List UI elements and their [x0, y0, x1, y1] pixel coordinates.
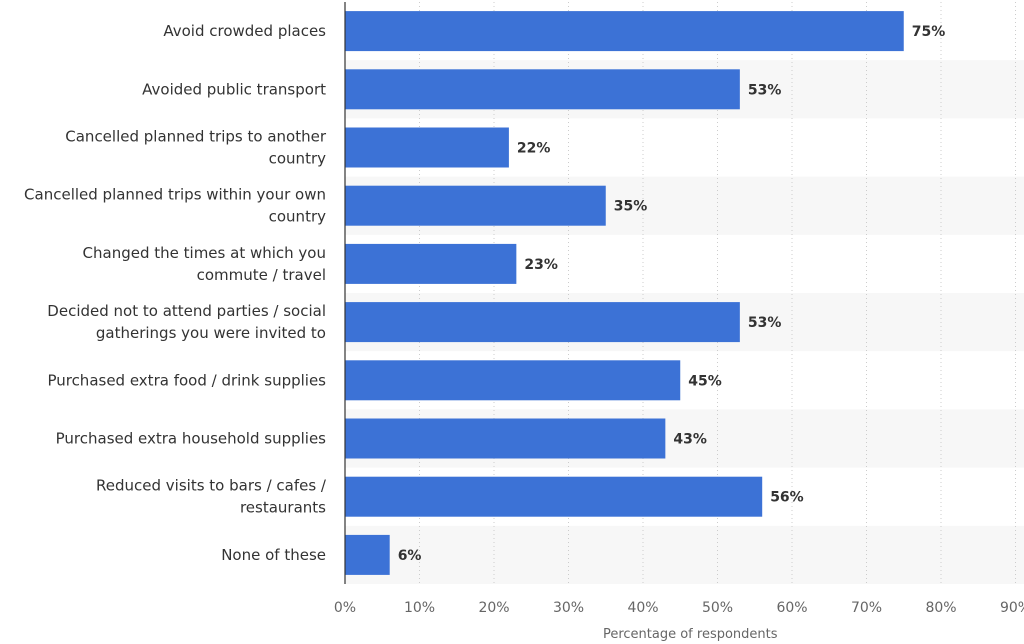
- value-label: 6%: [398, 548, 422, 564]
- x-axis-title: Percentage of respondents: [603, 627, 778, 642]
- value-label: 35%: [614, 199, 648, 215]
- row-bands: [345, 60, 1024, 584]
- category-label: Purchased extra household supplies: [56, 430, 327, 448]
- value-label: 45%: [688, 373, 722, 389]
- category-label: Cancelled planned trips within your own c…: [24, 186, 326, 226]
- bar: [345, 476, 763, 517]
- x-tick-labels: 0% 10% 20% 30% 40% 50% 60% 70% 80% 90%: [334, 600, 1024, 616]
- category-label: Reduced visits to bars / cafes / restaura…: [96, 477, 327, 517]
- bar: [345, 418, 666, 459]
- bar: [345, 127, 509, 168]
- category-label: Cancelled planned trips to another countr…: [65, 128, 327, 168]
- bar: [345, 11, 904, 52]
- x-tick-label: 90%: [1000, 600, 1024, 616]
- bar: [345, 360, 681, 401]
- row-band: [345, 525, 1024, 584]
- category-label: Avoid crowded places: [163, 22, 326, 40]
- bars: [345, 11, 904, 575]
- bar: [345, 185, 606, 226]
- bar: [345, 243, 517, 284]
- value-label: 22%: [517, 141, 551, 157]
- bar: [345, 302, 740, 343]
- category-label: Purchased extra food / drink supplies: [47, 371, 326, 389]
- x-tick-label: 40%: [627, 600, 658, 616]
- value-labels: 75% 53% 22% 35% 23% 53% 45% 43% 56% 6%: [398, 24, 946, 564]
- bar: [345, 534, 390, 575]
- category-labels: Avoid crowded places Avoided public trans…: [24, 22, 327, 564]
- x-tick-label: 30%: [553, 600, 584, 616]
- value-label: 53%: [748, 315, 782, 331]
- x-tick-label: 80%: [925, 600, 956, 616]
- x-tick-label: 0%: [334, 600, 356, 616]
- value-label: 56%: [770, 490, 804, 506]
- category-label: None of these: [221, 546, 326, 564]
- x-tick-label: 50%: [702, 600, 733, 616]
- value-label: 23%: [524, 257, 558, 273]
- x-tick-label: 20%: [478, 600, 509, 616]
- value-label: 75%: [912, 24, 946, 40]
- value-label: 53%: [748, 82, 782, 98]
- x-tick-label: 70%: [851, 600, 882, 616]
- x-tick-label: 60%: [776, 600, 807, 616]
- category-label: Decided not to attend parties / social ga…: [47, 302, 326, 342]
- category-label: Avoided public transport: [142, 80, 326, 98]
- category-label: Changed the times at which you commute / …: [83, 244, 326, 284]
- x-tick-label: 10%: [404, 600, 435, 616]
- value-label: 43%: [673, 432, 707, 448]
- bar: [345, 69, 740, 110]
